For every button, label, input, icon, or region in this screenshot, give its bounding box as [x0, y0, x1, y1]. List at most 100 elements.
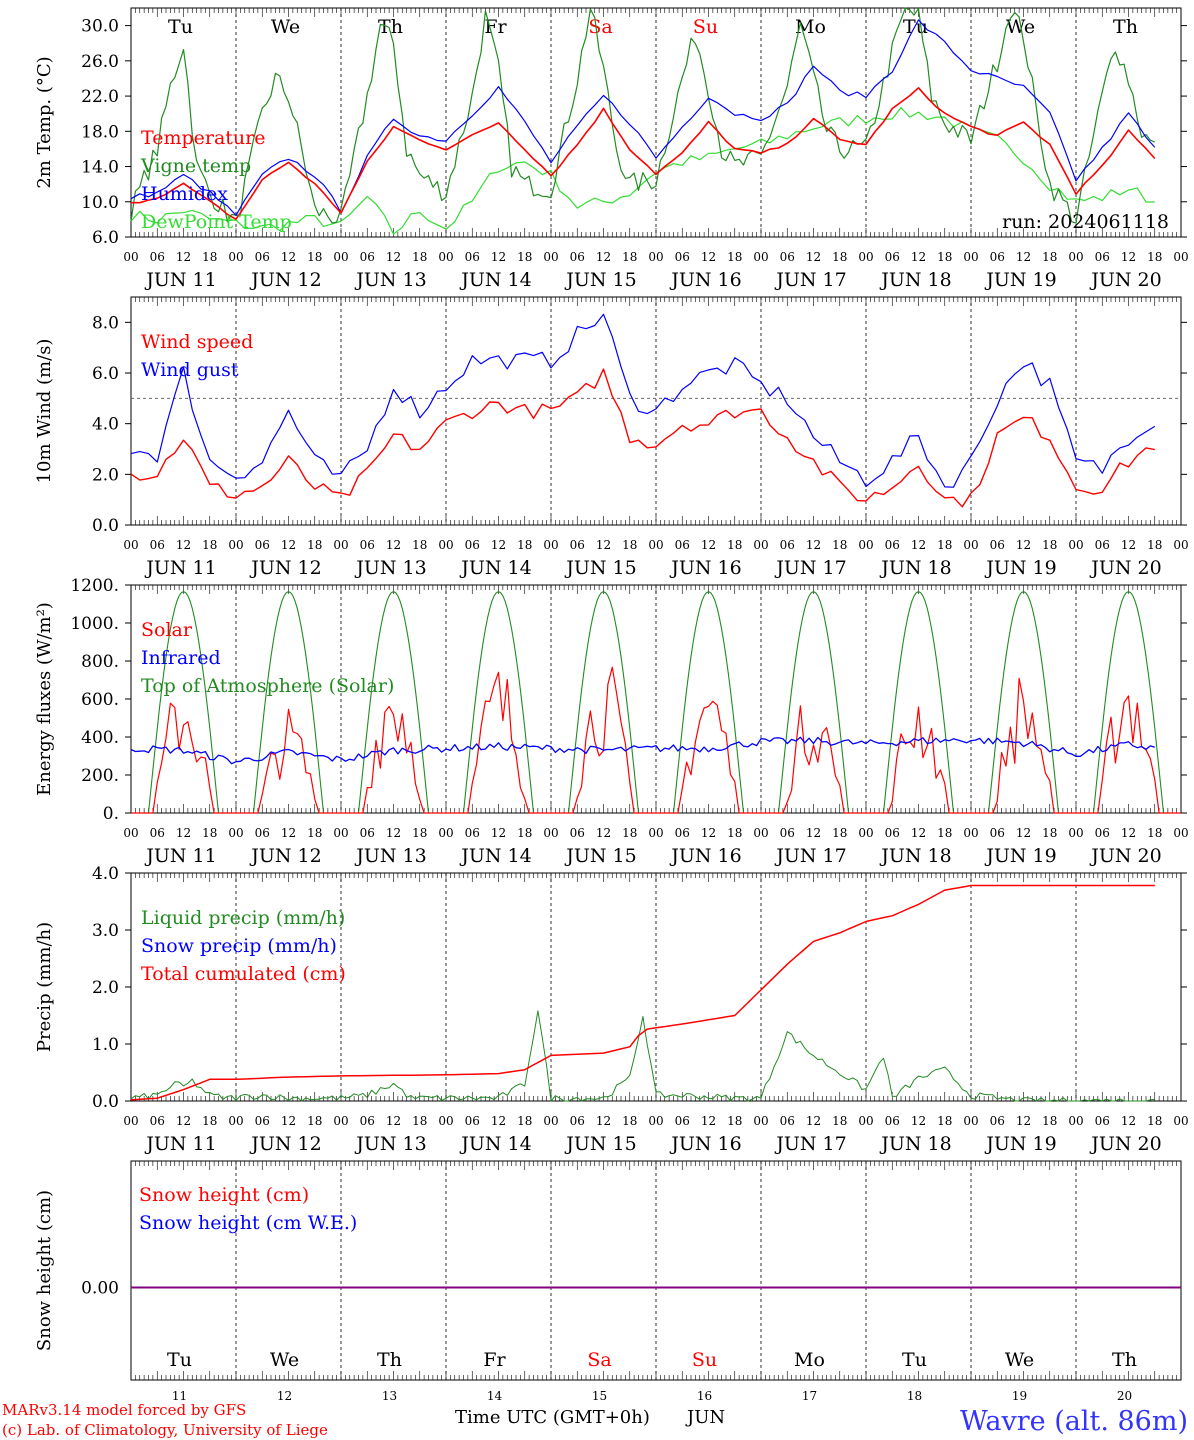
x-hour-label: 12 [491, 1114, 506, 1128]
x-hour-label: 00 [648, 826, 663, 840]
month-label: JUN [685, 1407, 725, 1428]
x-hour-label: 12 [701, 538, 716, 552]
x-hour-label: 12 [386, 826, 401, 840]
x-hour-label: 00 [858, 826, 873, 840]
x-hour-label: 06 [465, 826, 480, 840]
x-hour-label: 18 [622, 1114, 637, 1128]
x-hour-label: 18 [517, 826, 532, 840]
legend-entry: Vigne temp [140, 155, 251, 177]
x-hour-label: 00 [963, 826, 978, 840]
x-hour-label: 06 [465, 250, 480, 264]
x-hour-label: 06 [255, 538, 270, 552]
x-hour-label: 18 [832, 826, 847, 840]
y-tick-label: 30.0 [81, 17, 119, 37]
weekday-label: Tu [902, 1349, 927, 1371]
x-date-label: JUN 15 [564, 1133, 636, 1155]
x-date-label: JUN 14 [459, 845, 531, 867]
y-axis-label: 2m Temp. (°C) [34, 56, 55, 188]
y-tick-label: 6.0 [92, 364, 119, 384]
weekday-label: Fr [483, 1349, 506, 1371]
day-number-label: 19 [1012, 1389, 1027, 1403]
day-number-label: 18 [907, 1389, 922, 1403]
x-hour-label: 00 [858, 1114, 873, 1128]
x-hour-label: 18 [1042, 538, 1057, 552]
x-date-label: JUN 20 [1089, 845, 1161, 867]
x-hour-label: 12 [491, 826, 506, 840]
x-hour-label: 06 [150, 538, 165, 552]
x-hour-label: 06 [885, 826, 900, 840]
x-hour-label: 06 [255, 1114, 270, 1128]
run-annotation: run: 2024061118 [1002, 211, 1169, 233]
x-hour-label: 00 [1173, 1114, 1188, 1128]
x-hour-label: 18 [622, 250, 637, 264]
x-hour-label: 00 [1068, 250, 1083, 264]
x-hour-label: 00 [333, 826, 348, 840]
x-hour-label: 06 [255, 250, 270, 264]
weekday-label: Tu [167, 1349, 192, 1371]
x-hour-label: 06 [150, 826, 165, 840]
x-date-label: JUN 18 [879, 845, 951, 867]
weekday-label: Tu [168, 16, 193, 38]
x-hour-label: 06 [360, 538, 375, 552]
y-tick-label: 1200. [70, 576, 119, 596]
x-hour-label: 06 [1095, 538, 1110, 552]
weekday-label: Th [377, 1349, 402, 1371]
x-hour-label: 00 [753, 250, 768, 264]
x-date-label: JUN 13 [354, 845, 426, 867]
x-hour-label: 12 [281, 1114, 296, 1128]
x-date-label: JUN 12 [249, 269, 321, 291]
x-hour-label: 06 [1095, 826, 1110, 840]
total-cumulated-line [130, 884, 1155, 1101]
x-date-label: JUN 12 [249, 845, 321, 867]
x-hour-label: 18 [727, 538, 742, 552]
y-tick-label: 2.0 [92, 978, 119, 998]
x-hour-label: 18 [412, 538, 427, 552]
wind-speed-line [130, 368, 1155, 508]
y-tick-label: 22.0 [81, 87, 119, 107]
y-tick-label: 1.0 [92, 1035, 119, 1055]
x-hour-label: 06 [465, 1114, 480, 1128]
x-hour-label: 00 [753, 538, 768, 552]
wind-gust-line [130, 313, 1156, 488]
x-hour-label: 18 [307, 1114, 322, 1128]
legend-entry: Solar [141, 619, 193, 641]
x-date-label: JUN 17 [774, 269, 846, 291]
x-hour-label: 18 [937, 538, 952, 552]
x-hour-label: 06 [675, 250, 690, 264]
legend-entry: DewPoint Temp [141, 211, 292, 233]
x-date-label: JUN 16 [669, 845, 741, 867]
x-date-label: JUN 17 [774, 845, 846, 867]
x-hour-label: 00 [123, 1114, 138, 1128]
x-date-label: JUN 18 [879, 1133, 951, 1155]
y-tick-label: 0.00 [81, 1279, 119, 1299]
legend-entry: Total cumulated (cm) [141, 963, 346, 985]
x-hour-label: 12 [281, 538, 296, 552]
x-hour-label: 12 [911, 1114, 926, 1128]
x-date-label: JUN 13 [354, 269, 426, 291]
x-hour-label: 12 [1121, 826, 1136, 840]
x-hour-label: 00 [963, 250, 978, 264]
panel-4: Precip (mm/h) 0.0 1.0 2.0 3.0 4.0 00 06 12 18 JUN … [34, 864, 1189, 1155]
y-tick-label: 0.0 [92, 516, 119, 536]
x-hour-label: 12 [1121, 1114, 1136, 1128]
infrared-line [130, 736, 1155, 765]
x-hour-label: 18 [307, 826, 322, 840]
legend-entry: Snow precip (mm/h) [141, 935, 337, 957]
x-hour-label: 12 [596, 826, 611, 840]
x-hour-label: 18 [1147, 1114, 1162, 1128]
x-hour-label: 06 [570, 538, 585, 552]
x-hour-label: 00 [228, 1114, 243, 1128]
x-date-label: JUN 12 [249, 557, 321, 579]
x-hour-label: 00 [438, 538, 453, 552]
y-tick-label: 4.0 [92, 415, 119, 435]
x-hour-label: 12 [281, 826, 296, 840]
y-tick-label: 200. [81, 766, 119, 786]
x-hour-label: 06 [885, 538, 900, 552]
legend-entry: Top of Atmosphere (Solar) [141, 675, 394, 697]
weekday-label: Su [692, 1349, 717, 1371]
x-hour-label: 18 [517, 250, 532, 264]
x-hour-label: 18 [307, 538, 322, 552]
x-hour-label: 18 [202, 538, 217, 552]
x-hour-label: 00 [648, 538, 663, 552]
x-date-label: JUN 16 [669, 269, 741, 291]
